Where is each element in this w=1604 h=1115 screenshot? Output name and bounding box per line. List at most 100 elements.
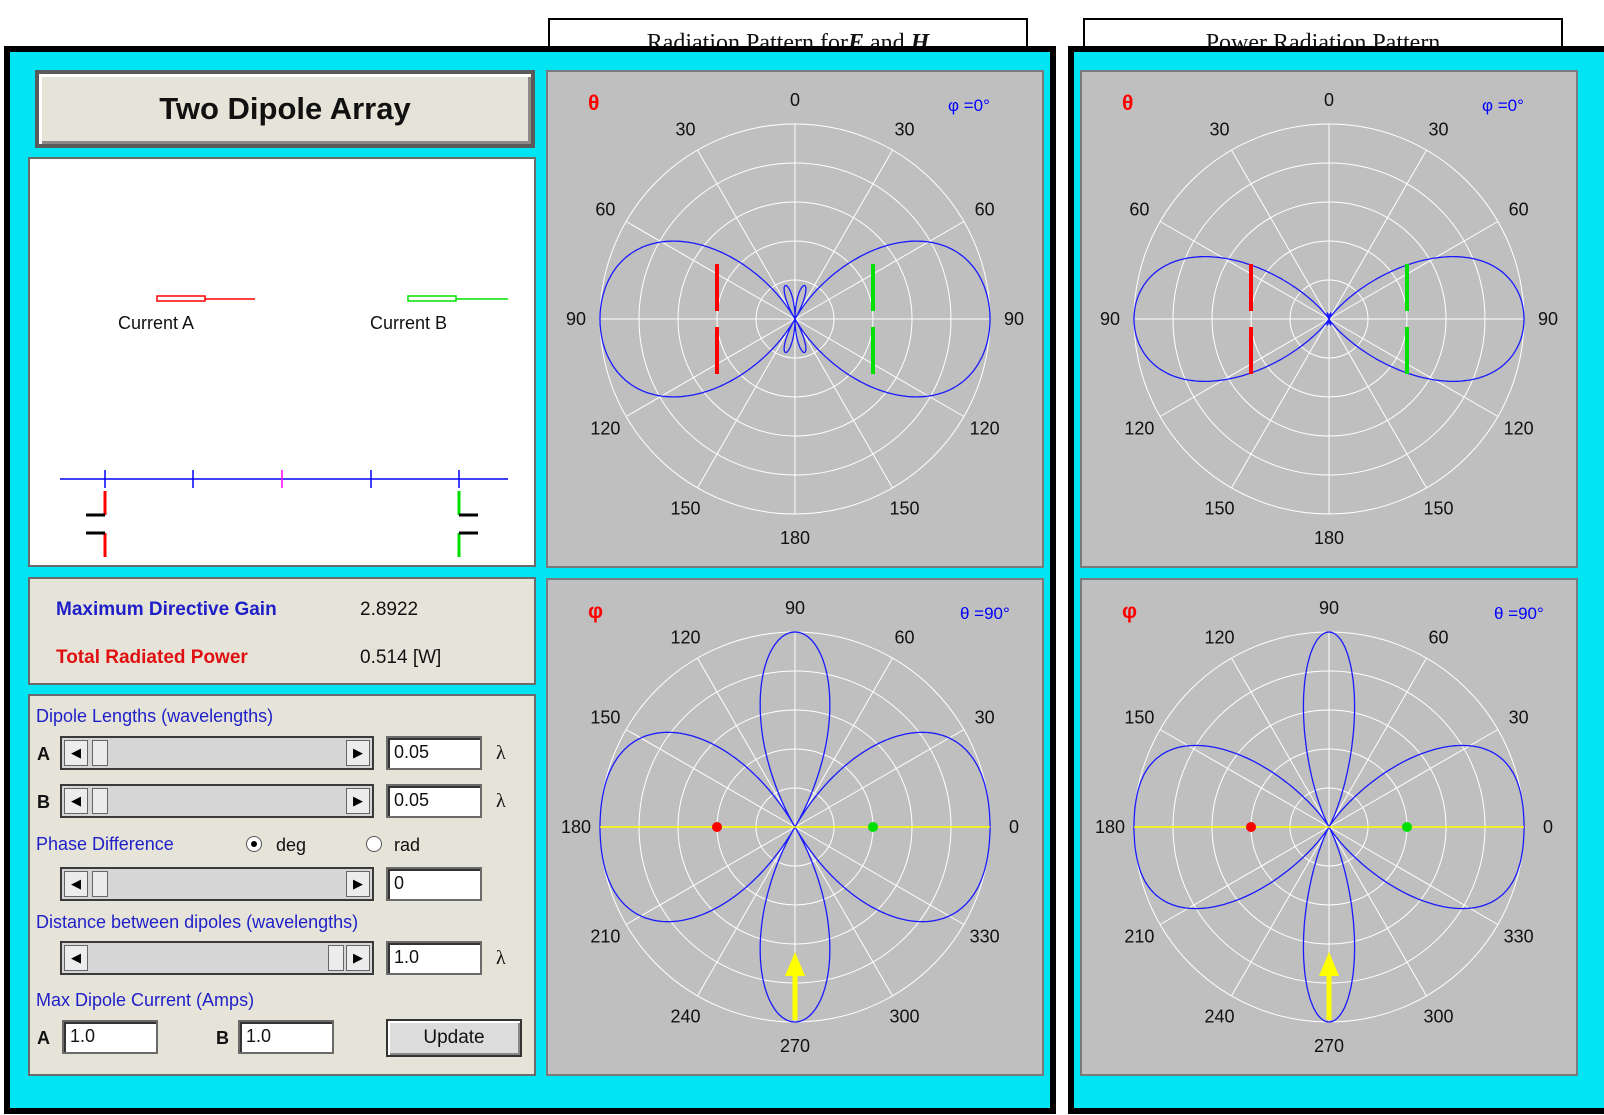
angle-label: 120 (670, 627, 700, 647)
angle-label: 120 (1124, 419, 1154, 439)
grid-spoke (1231, 149, 1330, 320)
slider-thumb[interactable] (92, 740, 108, 766)
pattern-curve (599, 240, 991, 398)
length-b-slider[interactable]: ◀ ▶ (60, 784, 374, 818)
grid-spoke (1328, 657, 1427, 828)
current-b-input-label: B (216, 1028, 229, 1048)
angle-label: 210 (590, 927, 620, 947)
power-elevation-plot: 0 30 30 60 60 90 90 120 120 150 150 180 θ φ =0° (1080, 70, 1578, 568)
power-azimuth-plot: 90 120 60 150 30 180 0 210 330 240 300 270 φ θ =90° (1080, 578, 1578, 1076)
app-title-box: Two Dipole Array (35, 70, 535, 148)
angle-label: 60 (595, 200, 615, 220)
deg-radio[interactable] (246, 836, 262, 852)
angle-label: 240 (1204, 1007, 1234, 1027)
angle-label: 90 (1538, 309, 1558, 329)
scroll-left-icon[interactable]: ◀ (64, 788, 88, 814)
eh-elevation-plot: 0 30 30 60 60 90 90 120 120 150 150 180 θ φ =0° (546, 70, 1044, 568)
angle-label: 30 (1209, 119, 1229, 139)
grid-spoke (1159, 826, 1330, 925)
grid-spoke (697, 149, 796, 320)
angle-label: 270 (1314, 1036, 1344, 1056)
length-a-slider[interactable]: ◀ ▶ (60, 736, 374, 770)
theta-symbol: θ (588, 92, 600, 115)
eh-azimuth-plot: 90 120 60 150 30 180 0 210 330 240 300 270 φ θ =90° (546, 578, 1044, 1076)
scroll-left-icon[interactable]: ◀ (64, 871, 88, 897)
current-a-input[interactable]: 1.0 (62, 1020, 158, 1054)
grid-spoke (697, 826, 796, 997)
angle-label: 210 (1124, 927, 1154, 947)
grid-spoke (794, 149, 893, 320)
grid-spoke (625, 826, 796, 925)
length-a-unit: λ (496, 742, 506, 764)
angle-label: 60 (894, 627, 914, 647)
app-title: Two Dipole Array (159, 91, 411, 126)
angle-label: 90 (566, 309, 586, 329)
angle-label: 90 (785, 598, 805, 618)
phase-slider[interactable]: ◀ ▶ (60, 867, 374, 901)
angle-label: 30 (894, 119, 914, 139)
length-b-label: B (37, 792, 50, 812)
grid-spoke (794, 826, 893, 997)
dipole-b-body (407, 295, 457, 302)
phi-setting: φ =0° (948, 96, 990, 115)
pattern-curve (1133, 631, 1525, 1023)
scroll-right-icon[interactable]: ▶ (346, 788, 370, 814)
angle-label: 60 (1428, 627, 1448, 647)
grid-spoke (794, 221, 965, 320)
angle-label: 60 (975, 200, 995, 220)
grid-spoke (1231, 318, 1330, 489)
pattern-curve (599, 631, 991, 1023)
scroll-right-icon[interactable]: ▶ (346, 871, 370, 897)
slider-thumb[interactable] (92, 788, 108, 814)
up-arrow-icon (785, 952, 805, 976)
phase-input[interactable]: 0 (386, 867, 482, 901)
phi-setting: φ =0° (1482, 96, 1524, 115)
current-b-label: Current B (370, 313, 448, 333)
angle-label: 90 (1100, 309, 1120, 329)
angle-label: 0 (1324, 90, 1334, 110)
distance-slider[interactable]: ◀ ▶ (60, 941, 374, 975)
info-panel: Maximum Directive Gain 2.8922 Total Radi… (28, 577, 536, 685)
angle-label: 180 (1095, 817, 1125, 837)
angle-label: 240 (670, 1007, 700, 1027)
angle-label: 30 (1509, 708, 1529, 728)
current-a-label: Current A (118, 313, 195, 333)
theta-setting: θ =90° (960, 604, 1010, 623)
length-b-unit: λ (496, 790, 506, 812)
scroll-left-icon[interactable]: ◀ (64, 945, 88, 971)
grid-spoke (625, 729, 796, 828)
dipole-a-marker (86, 491, 107, 557)
scroll-left-icon[interactable]: ◀ (64, 740, 88, 766)
phi-symbol: φ (588, 600, 604, 623)
angle-label: 300 (1423, 1007, 1453, 1027)
angle-label: 120 (590, 419, 620, 439)
distance-input[interactable]: 1.0 (386, 941, 482, 975)
grid-spoke (794, 318, 965, 417)
scroll-right-icon[interactable]: ▶ (346, 740, 370, 766)
power-label: Total Radiated Power (56, 647, 248, 668)
gain-value: 2.8922 (360, 599, 419, 620)
grid-spoke (794, 657, 893, 828)
distance-unit: λ (496, 947, 506, 969)
eh-azimuth-svg: 90 120 60 150 30 180 0 210 330 240 300 270 (561, 598, 1019, 1056)
slider-thumb[interactable] (92, 871, 108, 897)
pattern-curve (1133, 255, 1525, 383)
grid-spoke (1159, 221, 1330, 320)
current-b-input[interactable]: 1.0 (238, 1020, 334, 1054)
length-a-input[interactable]: 0.05 (386, 736, 482, 770)
angle-label: 30 (675, 119, 695, 139)
angle-label: 30 (1428, 119, 1448, 139)
slider-thumb[interactable] (328, 945, 344, 971)
angle-label: 60 (1129, 200, 1149, 220)
grid-spoke (794, 826, 965, 925)
grid-spoke (794, 729, 965, 828)
length-b-input[interactable]: 0.05 (386, 784, 482, 818)
power-azimuth-svg: 90 120 60 150 30 180 0 210 330 240 300 270 (1095, 598, 1553, 1056)
angle-label: 150 (889, 499, 919, 519)
angle-label: 60 (1509, 200, 1529, 220)
rad-radio[interactable] (366, 836, 382, 852)
scroll-right-icon[interactable]: ▶ (346, 945, 370, 971)
update-button[interactable]: Update (386, 1019, 522, 1057)
angle-label: 330 (970, 927, 1000, 947)
grid-spoke (1328, 318, 1499, 417)
